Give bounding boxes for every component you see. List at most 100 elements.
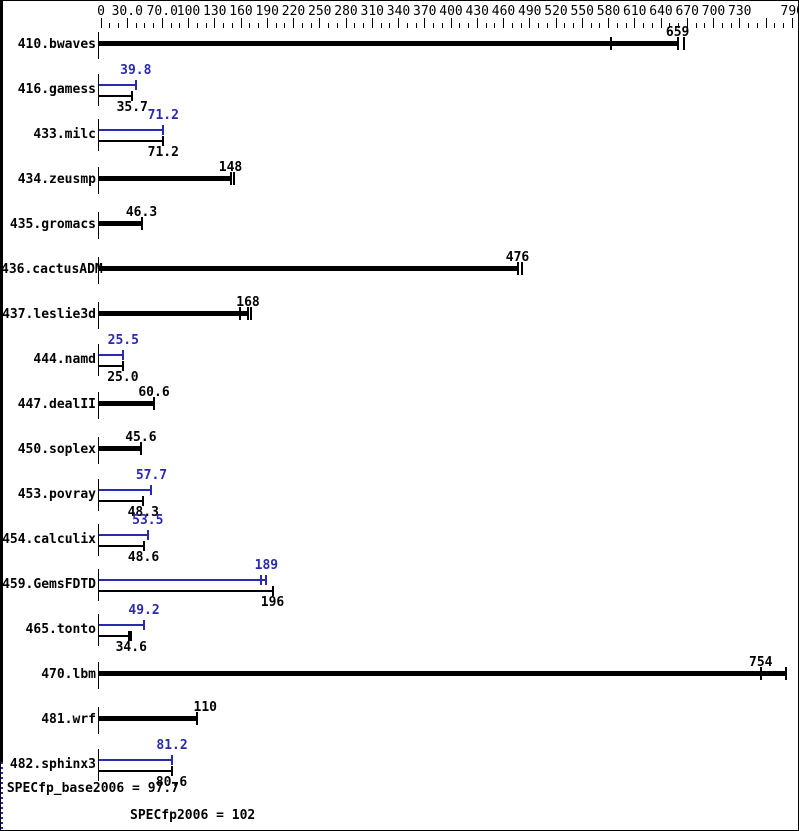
peak-bar: [99, 579, 267, 581]
base-value-label: 476: [505, 250, 530, 265]
benchmark-label: 465.tonto: [25, 622, 96, 637]
axis-tick-major: [345, 18, 347, 28]
axis-tick-minor: [511, 23, 513, 28]
run-marker-tick: [127, 631, 130, 641]
axis-tick-minor: [643, 23, 644, 28]
bar-end-tick: [150, 485, 153, 495]
base-summary-text: SPECfp_base2006 = 97.7: [6, 781, 179, 796]
axis-tick-major: [319, 18, 321, 28]
peak-value-label: 189: [254, 558, 279, 573]
axis-tick-minor: [354, 23, 356, 28]
axis-tick-major: [713, 18, 714, 28]
peak-value-label: 25.5: [107, 333, 139, 348]
axis-tick-label: 400: [439, 4, 463, 19]
axis-tick-minor: [258, 23, 259, 28]
axis-tick-minor: [275, 23, 277, 28]
axis-tick-major: [476, 18, 478, 28]
axis-tick-major: [529, 18, 531, 28]
base-value-label: 754: [749, 655, 773, 670]
bar-end-tick: [142, 541, 145, 551]
bar-end-tick: [146, 530, 149, 540]
benchmark-label: 447.dealII: [17, 397, 96, 412]
axis-tick-major: [424, 18, 426, 28]
row-axis-line: [98, 302, 99, 329]
axis-tick-major: [188, 18, 189, 28]
base-bar: [99, 176, 231, 181]
base-value-label: 80.6: [155, 775, 188, 790]
axis-tick-major: [765, 18, 767, 28]
axis-tick-minor: [196, 23, 198, 28]
peak-value-label: 57.7: [135, 468, 168, 483]
base-bar: [99, 716, 198, 721]
axis-tick-label: 30.0: [111, 4, 143, 19]
row-axis-line: [98, 257, 99, 284]
axis-tick-major: [660, 18, 662, 28]
axis-tick-minor: [756, 23, 758, 28]
axis-tick-minor: [459, 23, 461, 28]
peak-median-line: [1, 762, 3, 830]
run-marker-tick: [239, 307, 242, 320]
bar-end-tick: [121, 361, 124, 371]
bar-end-tick: [142, 496, 145, 506]
axis-tick-major: [161, 18, 163, 28]
bar-end-tick: [140, 217, 143, 230]
bar-end-tick: [516, 262, 519, 275]
axis-tick-minor: [616, 23, 618, 28]
bar-end-tick: [271, 586, 274, 596]
axis-tick-label: 430: [465, 4, 489, 19]
benchmark-label: 454.calculix: [2, 532, 96, 547]
axis-tick-major: [450, 18, 452, 28]
bar-end-tick: [134, 80, 137, 90]
run-marker-tick: [610, 37, 613, 50]
row-axis-line: [98, 569, 99, 601]
axis-tick-minor: [170, 23, 172, 28]
axis-tick-label: 490: [518, 4, 542, 19]
base-value-label: 48.3: [127, 505, 159, 520]
axis-tick-minor: [109, 23, 111, 28]
axis-tick-label: 610: [623, 4, 647, 19]
axis-tick-minor: [118, 23, 119, 28]
axis-tick-label: 700: [701, 4, 726, 19]
axis-tick-label: 250: [308, 4, 332, 19]
axis-tick-major: [214, 18, 216, 28]
base-median-line: [1, 1, 3, 762]
benchmark-label: 437.leslie3d: [2, 307, 96, 322]
row-axis-line: [98, 707, 99, 734]
axis-tick-minor: [538, 23, 539, 28]
axis-tick-minor: [704, 23, 706, 28]
axis-tick-minor: [599, 23, 601, 28]
axis-tick-minor: [363, 23, 364, 28]
axis-tick-minor: [485, 23, 487, 28]
row-axis-line: [98, 32, 99, 59]
base-value-label: 34.6: [115, 640, 147, 655]
axis-tick-minor: [328, 23, 329, 28]
axis-tick-minor: [783, 23, 784, 28]
axis-tick-minor: [284, 23, 286, 28]
axis-tick-minor: [144, 23, 146, 28]
benchmark-label: 444.namd: [33, 352, 96, 367]
base-bar: [99, 95, 133, 97]
axis-tick-minor: [695, 23, 697, 28]
row-axis-line: [98, 614, 99, 646]
axis-tick-major: [371, 18, 373, 28]
axis-tick-label: 580: [596, 4, 621, 19]
base-bar: [99, 401, 155, 406]
bar-end-tick: [143, 620, 146, 630]
axis-tick-minor: [573, 23, 574, 28]
base-value-label: 25.0: [107, 370, 139, 385]
base-bar: [99, 140, 164, 142]
base-bar: [99, 41, 678, 46]
bar-end-tick: [171, 755, 174, 765]
row-axis-line: [98, 212, 99, 239]
row-axis-line: [98, 524, 99, 556]
peak-bar: [99, 84, 136, 86]
base-value-label: 46.3: [125, 205, 158, 220]
axis-tick-label: 790: [780, 4, 799, 19]
peak-bar: [99, 489, 152, 491]
benchmark-label: 433.milc: [33, 127, 96, 142]
base-bar: [99, 311, 248, 316]
axis-tick-label: 670: [675, 4, 699, 19]
axis-tick-minor: [433, 23, 434, 28]
base-bar: [99, 500, 144, 502]
